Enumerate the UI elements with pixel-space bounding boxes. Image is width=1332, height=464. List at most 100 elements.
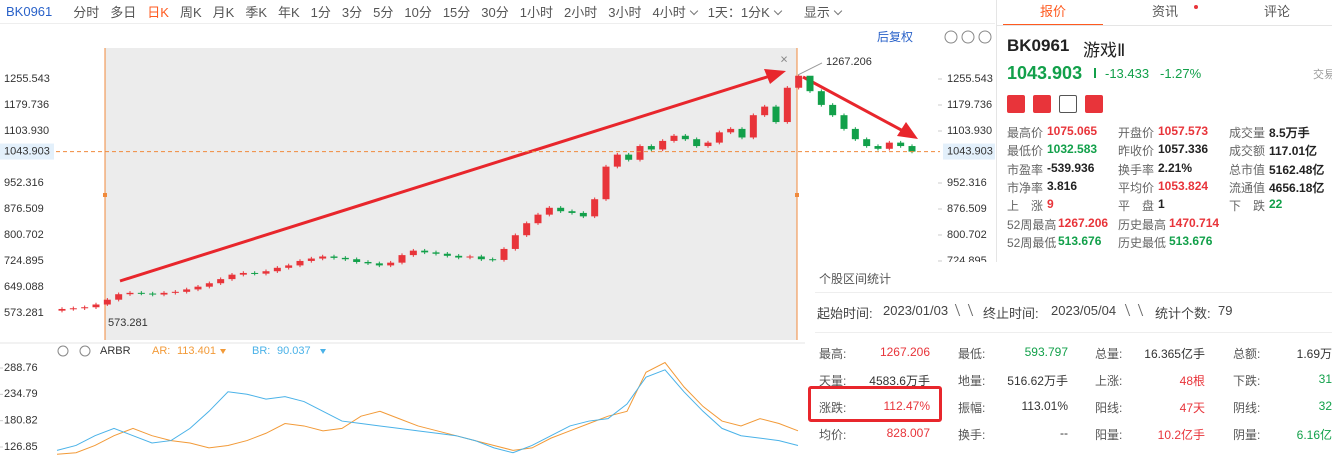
candle-body bbox=[749, 115, 757, 138]
legend-value: 113.401 bbox=[177, 345, 216, 357]
zoom-in[interactable] bbox=[944, 30, 958, 44]
stat-label: 开盘价 bbox=[1118, 126, 1155, 140]
period-tab[interactable]: 年K bbox=[277, 5, 300, 20]
stat-value: 1267.206 bbox=[1058, 215, 1109, 230]
y-tick-label: 1179.736 bbox=[4, 99, 49, 111]
handle[interactable] bbox=[795, 193, 799, 197]
candle-body bbox=[194, 286, 202, 290]
candle-body bbox=[545, 207, 553, 215]
period-tab[interactable]: 5分 bbox=[373, 5, 394, 20]
stat-value: 22 bbox=[1269, 197, 1283, 212]
legend-dropdown[interactable] bbox=[320, 349, 326, 354]
period-tab[interactable]: 1分 bbox=[310, 5, 331, 20]
stat-value: 9 bbox=[1047, 197, 1054, 212]
period-tab[interactable]: 多日 bbox=[110, 5, 137, 20]
stat-label: 52周最低 bbox=[1007, 235, 1057, 250]
y-tick-label: 180.82 bbox=[4, 415, 38, 427]
candle-body bbox=[806, 75, 814, 92]
candle-body bbox=[58, 308, 66, 311]
stat-label: 总市值 bbox=[1229, 162, 1266, 177]
price: 1043.903 bbox=[1007, 63, 1083, 83]
tag-icon bbox=[1085, 95, 1103, 113]
interval-label: 下跌: bbox=[1233, 374, 1261, 388]
period-tab[interactable]: 2小时 bbox=[564, 5, 598, 20]
tab[interactable]: 资讯 bbox=[1151, 4, 1178, 19]
change: -13.433 bbox=[1105, 66, 1150, 81]
interval-value: 32 bbox=[1318, 399, 1332, 413]
period-tab[interactable]: 月K bbox=[212, 5, 235, 20]
stat-value: -539.936 bbox=[1047, 160, 1095, 175]
candle-body bbox=[727, 128, 735, 133]
adjust-button[interactable]: 后复权 bbox=[877, 30, 913, 44]
interval-label: 总额: bbox=[1233, 347, 1261, 361]
candle-body bbox=[149, 293, 157, 295]
tab[interactable]: 报价 bbox=[1003, 0, 1103, 26]
zoom-out[interactable] bbox=[961, 30, 975, 44]
tab[interactable]: 评论 bbox=[1263, 4, 1290, 19]
interval-end[interactable]: 2023/05/04 bbox=[1051, 303, 1117, 318]
period-tab[interactable]: 1小时 bbox=[519, 5, 553, 20]
interval-title: 个股区间统计 bbox=[819, 272, 892, 286]
range-select[interactable]: 1天：1分K bbox=[708, 2, 781, 21]
handle[interactable] bbox=[103, 193, 107, 197]
interval-label: 阳线: bbox=[1095, 401, 1123, 415]
stat-label: 历史最高 bbox=[1118, 217, 1167, 232]
stat-label: 最高价 bbox=[1007, 126, 1044, 140]
close-indicator[interactable] bbox=[79, 345, 91, 357]
interval-value: -- bbox=[1060, 426, 1068, 440]
close[interactable] bbox=[978, 30, 992, 44]
period-tab[interactable]: 季K bbox=[245, 5, 267, 20]
interval-label: 涨跌: bbox=[819, 401, 847, 415]
y-tick-label: 1103.930 bbox=[4, 125, 49, 137]
legend-value: 90.037 bbox=[277, 345, 311, 357]
period-tab[interactable]: 周K bbox=[179, 5, 202, 20]
candle-body bbox=[103, 299, 111, 305]
candle-body bbox=[874, 146, 882, 149]
y-tick-label-right: 1255.543 bbox=[947, 73, 993, 85]
trade-link[interactable]: 交易 bbox=[1313, 69, 1332, 81]
stat-value: 1 bbox=[1158, 197, 1165, 212]
interval-value: 516.62万手 bbox=[1007, 374, 1068, 388]
period-tab[interactable]: 日K bbox=[147, 5, 169, 20]
period-tab[interactable]: 30分 bbox=[481, 5, 509, 20]
stat-value: 117.01亿 bbox=[1269, 144, 1318, 159]
candle-body bbox=[296, 260, 304, 266]
stat-value: 1053.824 bbox=[1158, 178, 1209, 193]
date-stepper[interactable] bbox=[1124, 304, 1144, 316]
candle-body bbox=[409, 250, 417, 256]
last-price-label: 1043.903 bbox=[947, 145, 993, 157]
y-tick-label: 1255.543 bbox=[4, 73, 50, 85]
y-tick-label: 800.702 bbox=[4, 229, 44, 241]
interval-value: 112.47% bbox=[883, 399, 930, 413]
candle-body bbox=[341, 257, 349, 260]
tag-icon bbox=[1059, 95, 1077, 113]
interval-start[interactable]: 2023/01/03 bbox=[883, 303, 949, 318]
period-tab[interactable]: 分时 bbox=[73, 5, 100, 20]
settings[interactable] bbox=[57, 345, 69, 357]
last-price-box bbox=[0, 143, 54, 160]
period-tab[interactable]: 15分 bbox=[442, 5, 471, 20]
close-selection[interactable]: × bbox=[780, 51, 788, 66]
tag-icon bbox=[1007, 95, 1025, 113]
candle-body bbox=[670, 135, 678, 141]
candle-body bbox=[885, 142, 893, 149]
indicator-line bbox=[56, 369, 799, 454]
period-tab[interactable]: 3分 bbox=[341, 5, 363, 20]
candle-body bbox=[534, 214, 542, 224]
period-tab[interactable]: 4小时 bbox=[652, 2, 696, 21]
candle-body bbox=[897, 142, 905, 147]
display-menu[interactable]: 显示 bbox=[804, 2, 841, 21]
interval-value: 31 bbox=[1318, 372, 1332, 386]
date-stepper[interactable] bbox=[954, 304, 974, 316]
period-tab[interactable]: 10分 bbox=[404, 5, 432, 20]
stat-label: 平均价 bbox=[1118, 180, 1155, 195]
last-price-label: 1043.903 bbox=[4, 145, 50, 157]
stat-label: 下 跌 bbox=[1229, 199, 1266, 214]
stat-value: 4656.18亿 bbox=[1269, 180, 1325, 195]
candle-body bbox=[602, 166, 610, 200]
legend-dropdown[interactable] bbox=[220, 349, 226, 354]
stock-code: BK0961 bbox=[1007, 36, 1070, 55]
interval-value: 593.797 bbox=[1024, 345, 1068, 359]
period-tab[interactable]: 3小时 bbox=[608, 5, 642, 20]
candle-body bbox=[239, 272, 247, 275]
